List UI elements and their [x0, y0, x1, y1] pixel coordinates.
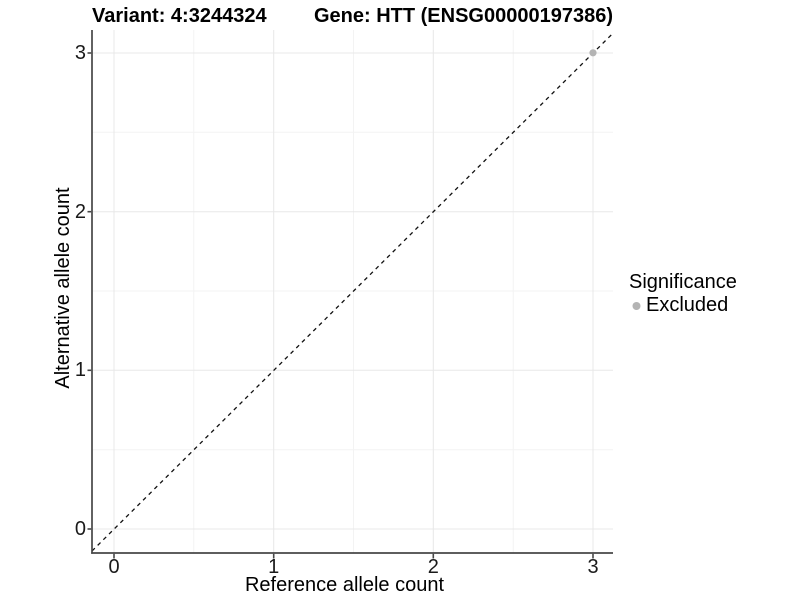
gene-title: Gene: HTT (ENSG00000197386) [313, 5, 613, 27]
y-tick-label-2: 2 [74, 200, 86, 223]
y-tick-label-1: 1 [74, 359, 86, 382]
x-tick-label-3: 3 [587, 556, 599, 578]
legend-item-excluded: Excluded [629, 294, 737, 317]
axis-lines [91, 30, 613, 554]
legend-title: Significance [629, 271, 737, 293]
legend: Significance Excluded [629, 271, 737, 317]
legend-item-label: Excluded [646, 294, 729, 316]
x-tick-label-1: 1 [268, 556, 280, 578]
x-axis-label: Reference allele count [244, 574, 444, 596]
x-tick-label-0: 0 [108, 556, 120, 578]
variant-title: Variant: 4:3244324 [92, 5, 267, 27]
identity-reference-line [91, 32, 614, 552]
legend-point-icon [632, 302, 641, 310]
grid-minor [92, 30, 613, 553]
data-point-excluded [589, 49, 597, 57]
y-tick-label-3: 3 [74, 42, 86, 64]
x-tick-label-2: 2 [427, 556, 439, 578]
grid-major [92, 30, 613, 553]
y-tick-label-0: 0 [74, 518, 86, 540]
tick-marks [87, 52, 594, 559]
y-axis-label: Alternative allele count [52, 187, 74, 389]
